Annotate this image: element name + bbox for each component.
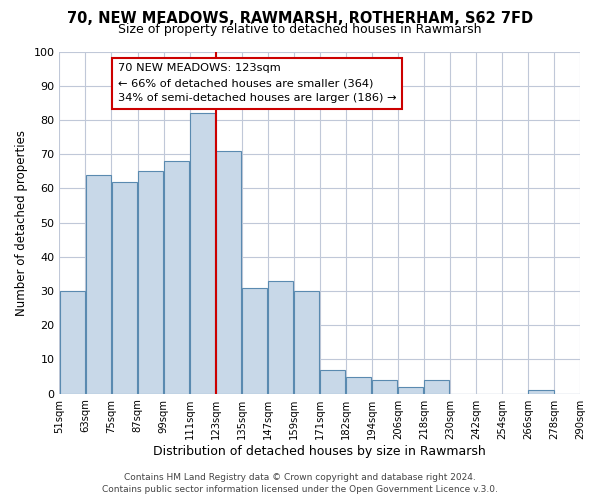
Bar	[320, 370, 346, 394]
Text: 70 NEW MEADOWS: 123sqm
← 66% of detached houses are smaller (364)
34% of semi-de: 70 NEW MEADOWS: 123sqm ← 66% of detached…	[118, 64, 397, 103]
Bar	[190, 113, 215, 394]
Bar	[424, 380, 449, 394]
Bar	[60, 291, 85, 394]
Bar	[164, 161, 189, 394]
Text: Size of property relative to detached houses in Rawmarsh: Size of property relative to detached ho…	[118, 22, 482, 36]
Bar	[86, 174, 111, 394]
Bar	[529, 390, 554, 394]
Bar	[216, 150, 241, 394]
Y-axis label: Number of detached properties: Number of detached properties	[15, 130, 28, 316]
Text: Contains HM Land Registry data © Crown copyright and database right 2024.
Contai: Contains HM Land Registry data © Crown c…	[102, 472, 498, 494]
Bar	[372, 380, 397, 394]
Bar	[138, 172, 163, 394]
X-axis label: Distribution of detached houses by size in Rawmarsh: Distribution of detached houses by size …	[154, 444, 486, 458]
Bar	[346, 376, 371, 394]
Bar	[112, 182, 137, 394]
Bar	[242, 288, 267, 394]
Text: 70, NEW MEADOWS, RAWMARSH, ROTHERHAM, S62 7FD: 70, NEW MEADOWS, RAWMARSH, ROTHERHAM, S6…	[67, 11, 533, 26]
Bar	[398, 387, 424, 394]
Bar	[268, 281, 293, 394]
Bar	[294, 291, 319, 394]
